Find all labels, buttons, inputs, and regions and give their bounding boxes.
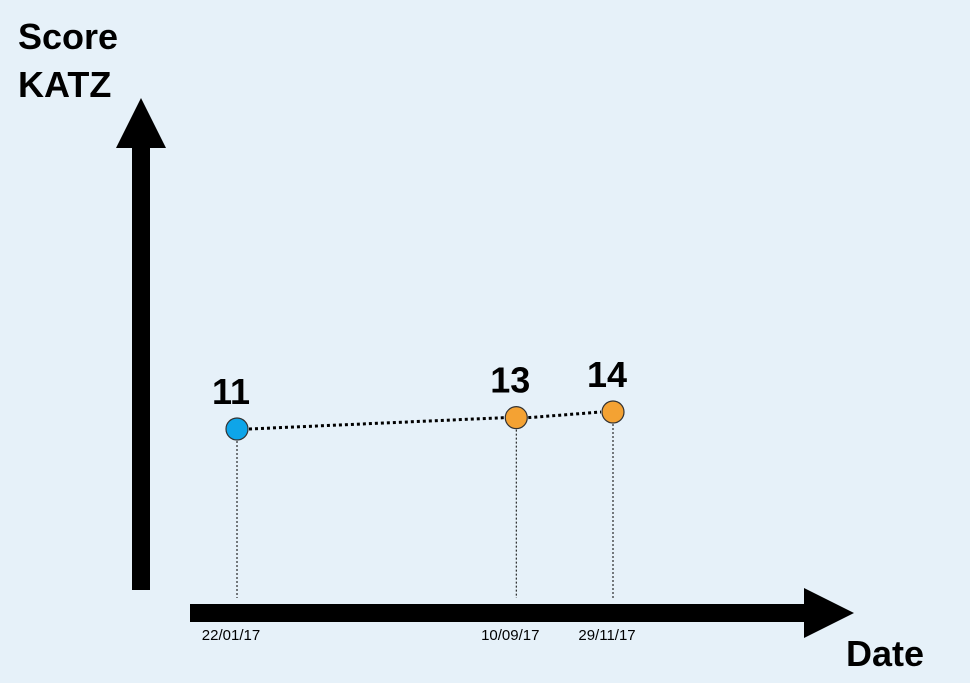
connector-line-2 <box>528 410 602 420</box>
x-axis-shaft <box>190 604 810 622</box>
date-label-3: 29/11/17 <box>578 627 635 644</box>
data-point-3 <box>601 400 625 424</box>
date-label-1: 22/01/17 <box>202 627 260 644</box>
value-label-1: 11 <box>212 371 250 412</box>
data-point-1 <box>225 417 249 441</box>
data-point-2 <box>504 406 528 430</box>
x-axis-label: Date <box>846 633 925 674</box>
y-axis-label-line-2: KATZ <box>18 64 112 105</box>
y-axis-shaft <box>132 145 150 590</box>
value-label-2: 13 <box>490 360 530 401</box>
connector-line-1 <box>248 416 505 431</box>
x-axis-arrowhead <box>804 588 854 638</box>
y-axis-label-line-1: Score <box>18 16 119 57</box>
value-label-3: 14 <box>587 354 627 395</box>
y-axis-arrowhead <box>116 98 166 148</box>
date-label-2: 10/09/17 <box>481 627 539 644</box>
